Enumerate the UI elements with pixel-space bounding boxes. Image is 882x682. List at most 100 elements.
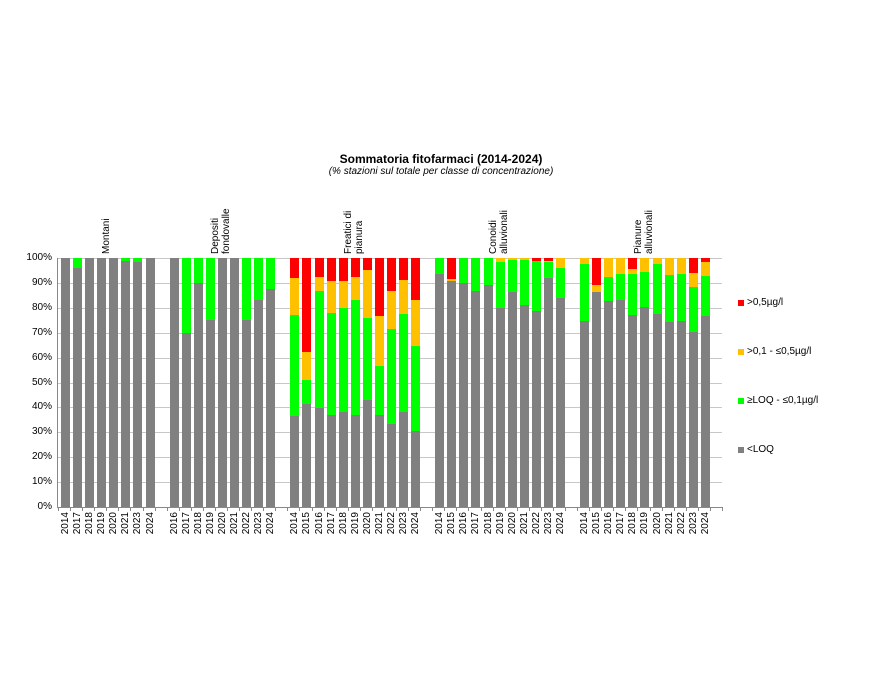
bar-depositi-fondovalle-2018: [193, 258, 203, 507]
x-tick-mark: [685, 507, 687, 511]
bar-segment: [399, 314, 409, 413]
y-tick-label: 40%: [31, 401, 52, 413]
bar-segment: [664, 322, 674, 507]
x-tick-mark: [396, 507, 398, 511]
bar-segment: [640, 258, 650, 272]
x-tick-label: 2024: [699, 512, 711, 535]
x-tick-mark: [516, 507, 518, 511]
bar-montani-2023: [133, 258, 143, 507]
x-tick-mark: [383, 507, 385, 511]
x-tick-label: 2022: [530, 512, 542, 535]
bar-conoidi-alluvionali-2018: [483, 258, 493, 507]
bar-segment: [181, 332, 191, 507]
y-tick-label: 90%: [31, 276, 52, 288]
x-tick-mark: [58, 507, 59, 511]
x-tick-label: 2015: [446, 512, 458, 535]
bar-conoidi-alluvionali-2023: [543, 258, 553, 507]
bar-segment: [205, 320, 215, 507]
bar-segment: [640, 271, 650, 308]
x-tick-mark: [661, 507, 663, 511]
bar-depositi-fondovalle-2021: [230, 258, 240, 507]
y-tick-label: 100%: [26, 252, 52, 263]
bar-freatici-di-pianura-2018: [338, 258, 348, 507]
x-tick-mark: [287, 507, 289, 511]
x-tick-label: 2021: [373, 512, 385, 535]
bar-segment: [592, 285, 602, 292]
bar-montani-2014: [61, 258, 70, 507]
bar-depositi-fondovalle-2019: [205, 258, 215, 507]
bar-segment: [314, 407, 324, 507]
bar-segment: [362, 399, 372, 507]
bar-segment: [616, 258, 626, 274]
bar-segment: [374, 316, 384, 366]
x-tick-label: 2021: [120, 512, 132, 535]
bar-segment: [507, 260, 517, 293]
x-tick-mark: [444, 507, 446, 511]
bar-segment: [447, 258, 457, 280]
bar-segment: [688, 286, 698, 332]
bar-segment: [700, 275, 710, 317]
x-tick-label: 2020: [506, 512, 518, 535]
x-tick-mark: [468, 507, 470, 511]
bar-segment: [411, 431, 421, 507]
bar-montani-2017: [73, 258, 83, 507]
bar-segment: [338, 307, 348, 412]
legend-swatch-red: [738, 299, 744, 306]
x-tick-label: 2023: [253, 512, 265, 535]
bar-segment: [97, 258, 107, 507]
legend-item-medium: >0,1 - ≤0,5µg/l: [738, 346, 811, 357]
group-label: Pianure alluvionali: [632, 210, 655, 254]
bar-freatici-di-pianura-2017: [326, 258, 336, 507]
bar-depositi-fondovalle-2022: [242, 258, 252, 507]
bar-segment: [386, 291, 396, 329]
x-tick-label: 2022: [675, 512, 687, 535]
bar-depositi-fondovalle-2020: [217, 258, 227, 507]
bar-segment: [580, 263, 590, 321]
bar-freatici-di-pianura-2023: [399, 258, 409, 507]
x-tick-label: 2021: [663, 512, 675, 535]
bar-pianure-alluvionali-2023: [688, 258, 698, 507]
bar-segment: [338, 258, 348, 281]
bar-segment: [314, 258, 324, 277]
bar-pianure-alluvionali-2024: [700, 258, 710, 507]
bar-segment: [205, 258, 215, 321]
bar-segment: [85, 258, 95, 507]
bar-segment: [543, 277, 553, 507]
bar-segment: [604, 301, 614, 507]
x-tick-label: 2024: [554, 512, 566, 535]
x-tick-mark: [251, 507, 253, 511]
bar-segment: [302, 351, 312, 381]
x-tick-label: 2018: [192, 512, 204, 535]
bar-segment: [254, 299, 264, 507]
bar-segment: [688, 258, 698, 273]
bar-freatici-di-pianura-2015: [302, 258, 312, 507]
x-tick-label: 2018: [337, 512, 349, 535]
x-tick-mark: [565, 507, 567, 511]
bar-depositi-fondovalle-2024: [266, 258, 276, 507]
x-tick-mark: [190, 507, 192, 511]
bar-montani-2021: [121, 258, 131, 507]
x-tick-label: 2023: [398, 512, 410, 535]
bar-segment: [254, 258, 264, 300]
x-tick-label: 2020: [651, 512, 663, 535]
y-tick-label: 20%: [31, 451, 52, 463]
bar-freatici-di-pianura-2016: [314, 258, 324, 507]
bar-segment: [495, 258, 505, 263]
legend-item-high: >0,5µg/l: [738, 297, 783, 308]
bar-segment: [628, 268, 638, 274]
group-label: Conoidi alluvionali: [487, 210, 510, 254]
x-tick-mark: [456, 507, 458, 511]
x-tick-label: 2021: [229, 512, 241, 535]
bar-segment: [350, 414, 360, 507]
x-tick-mark: [142, 507, 144, 511]
bar-pianure-alluvionali-2019: [640, 258, 650, 507]
bar-montani-2019: [97, 258, 107, 507]
x-tick-mark: [528, 507, 530, 511]
group-label: Freatici di pianura: [342, 210, 365, 254]
x-tick-label: 2017: [180, 512, 192, 535]
bar-segment: [652, 314, 662, 507]
bar-conoidi-alluvionali-2016: [459, 258, 469, 507]
bar-segment: [459, 258, 469, 283]
bar-segment: [338, 280, 348, 308]
legend-label: >0,5µg/l: [747, 297, 784, 308]
